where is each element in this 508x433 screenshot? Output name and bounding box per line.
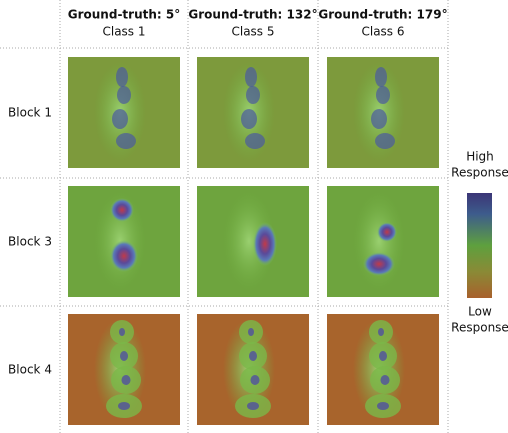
column-class: Class 5: [231, 25, 274, 39]
heatmap-region: [112, 109, 128, 129]
heatmap-region: [248, 328, 254, 336]
heatmap-region: [116, 133, 136, 149]
colorbar-label: Low: [468, 305, 492, 319]
heatmap-region: [375, 67, 387, 87]
heatmap-region: [120, 351, 128, 361]
heatmap-region: [246, 86, 260, 104]
heatmap-region: [377, 402, 389, 410]
heatmap-region: [375, 133, 395, 149]
colorbar-label: High: [466, 150, 494, 164]
figure: High Response Low Response Ground-truth:…: [0, 0, 508, 433]
colorbar: [467, 193, 492, 298]
column-title: Ground-truth: 179°: [318, 8, 447, 22]
heatmap-region: [251, 375, 260, 385]
heatmap-region: [247, 402, 259, 410]
heatmap-region: [245, 67, 257, 87]
heatmap-region: [122, 375, 131, 385]
heatmap-region: [110, 198, 134, 222]
heatmap-region: [253, 222, 277, 266]
heatmap-region: [110, 240, 138, 272]
heatmap-region: [381, 375, 390, 385]
colorbar-label: Response: [451, 321, 508, 335]
heatmap-region: [116, 67, 128, 87]
heatmap-region: [363, 252, 395, 276]
heatmap-region: [245, 133, 265, 149]
heatmap-region: [371, 109, 387, 129]
heatmap-region: [376, 86, 390, 104]
column-class: Class 1: [102, 25, 145, 39]
heatmap-region: [118, 402, 130, 410]
column-title: Ground-truth: 132°: [188, 8, 317, 22]
heatmap-region: [249, 351, 257, 361]
column-class: Class 6: [361, 25, 404, 39]
colorbar-label: Response: [451, 166, 508, 180]
heatmap-region: [377, 222, 397, 242]
row-label: Block 3: [8, 235, 52, 249]
heatmap-region: [378, 328, 384, 336]
row-label: Block 4: [8, 363, 52, 377]
heatmap-region: [119, 328, 125, 336]
heatmap-region: [117, 86, 131, 104]
heatmap-region: [379, 351, 387, 361]
heatmap-region: [241, 109, 257, 129]
row-label: Block 1: [8, 106, 52, 120]
column-title: Ground-truth: 5°: [68, 8, 180, 22]
